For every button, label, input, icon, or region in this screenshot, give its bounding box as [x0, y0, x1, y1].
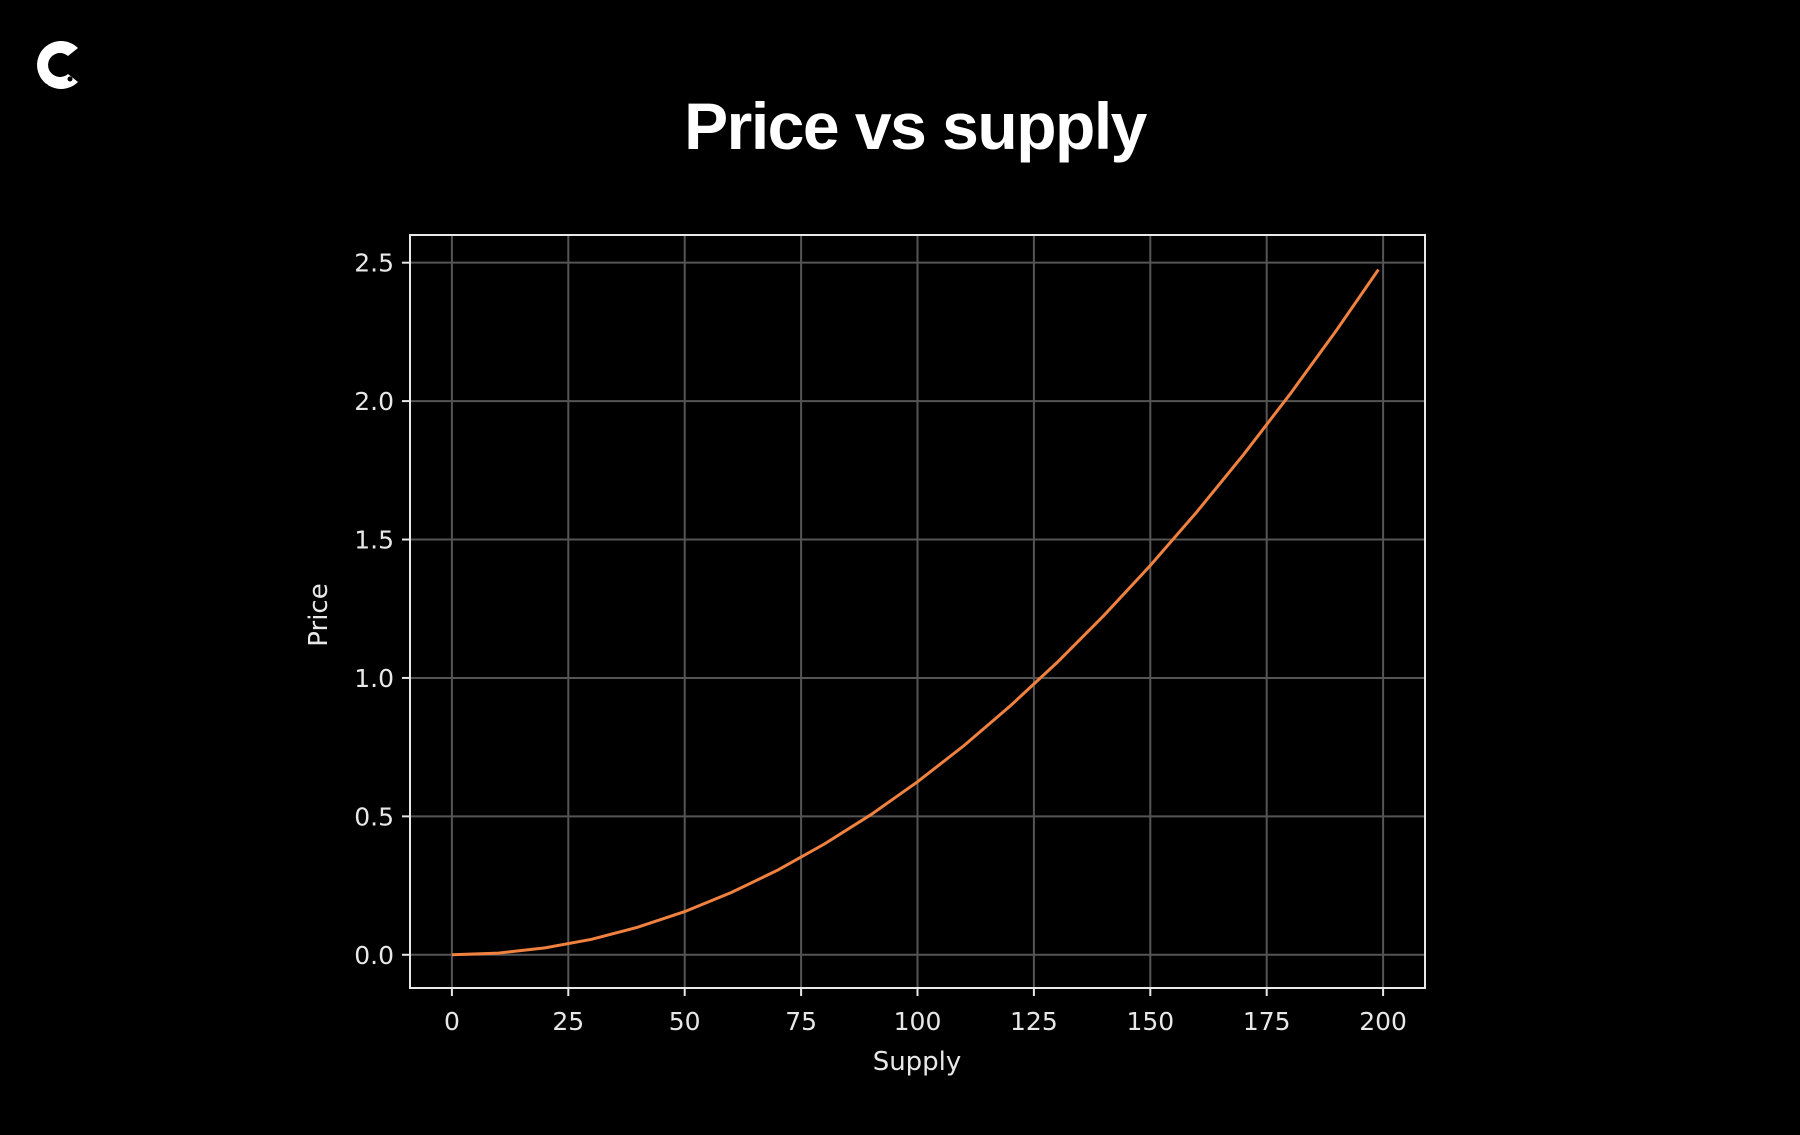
y-tick-label: 1.5: [354, 526, 394, 555]
y-tick-label: 2.5: [354, 249, 394, 278]
x-tick-label: 200: [1359, 1007, 1407, 1036]
x-tick-label: 25: [552, 1007, 584, 1036]
x-tick-label: 50: [669, 1007, 701, 1036]
c-logo-icon: [26, 41, 78, 89]
y-tick-label: 0.0: [354, 941, 394, 970]
x-axis-label: Supply: [873, 1047, 962, 1077]
y-tick-label: 1.0: [354, 664, 394, 693]
price-curve: [451, 268, 1380, 957]
y-tick-label: 0.5: [354, 802, 394, 831]
chart-title: Price vs supply: [684, 89, 1147, 163]
x-tick-label: 125: [1010, 1007, 1058, 1036]
x-tick-label: 75: [785, 1007, 817, 1036]
x-tick-label: 100: [894, 1007, 942, 1036]
x-tick-label: 0: [444, 1007, 460, 1036]
y-tick-label: 2.0: [354, 387, 394, 416]
x-tick-label: 150: [1126, 1007, 1174, 1036]
x-tick-label: 175: [1243, 1007, 1291, 1036]
y-axis-label: Price: [304, 583, 334, 646]
